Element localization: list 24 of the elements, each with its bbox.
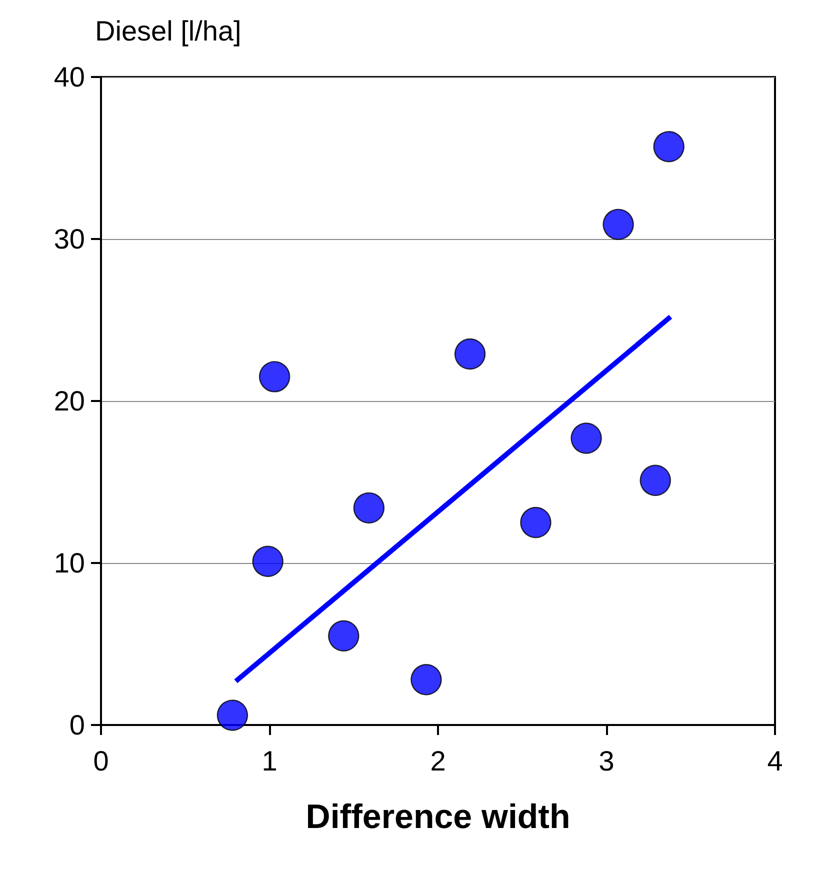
point bbox=[653, 131, 684, 162]
point bbox=[353, 492, 385, 524]
point bbox=[216, 700, 248, 731]
x-tick-label: 1 bbox=[262, 746, 278, 776]
y-tick-label: 10 bbox=[54, 548, 85, 578]
point bbox=[520, 506, 552, 538]
y-tick-label: 30 bbox=[54, 224, 85, 254]
x-tick-label: 2 bbox=[430, 746, 446, 776]
y-axis-title: Diesel [l/ha] bbox=[95, 16, 242, 46]
point bbox=[640, 464, 671, 496]
point bbox=[602, 208, 634, 240]
point bbox=[252, 546, 284, 577]
point bbox=[258, 361, 290, 392]
y-tick-label: 40 bbox=[54, 62, 85, 92]
y-tick-label: 0 bbox=[69, 710, 85, 740]
x-tick-label: 3 bbox=[598, 746, 614, 776]
x-tick-label: 0 bbox=[93, 746, 109, 776]
x-tick-label: 4 bbox=[767, 746, 783, 776]
point bbox=[570, 422, 602, 454]
point bbox=[410, 664, 442, 696]
y-tick-label: 20 bbox=[54, 386, 85, 416]
point bbox=[454, 338, 486, 370]
x-axis-title: Difference width bbox=[306, 798, 570, 836]
point bbox=[328, 620, 360, 652]
